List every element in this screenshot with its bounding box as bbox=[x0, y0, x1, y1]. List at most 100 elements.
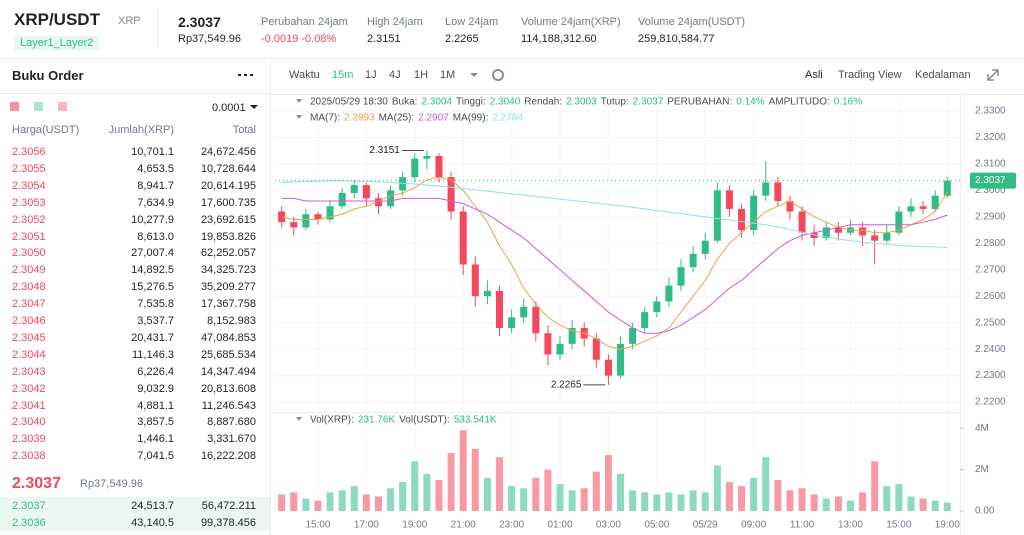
ask-cell: 1,446.1 bbox=[137, 433, 174, 446]
x-tick-label: 01:00 bbox=[547, 520, 572, 531]
toolbar-border bbox=[271, 94, 1024, 95]
volume-bar bbox=[483, 477, 491, 511]
view-tab[interactable]: Asli bbox=[805, 69, 823, 81]
legend-text: 2.3003 bbox=[566, 97, 597, 108]
volume-bar bbox=[810, 494, 818, 511]
ask-cell: 10,277.9 bbox=[131, 213, 174, 226]
ask-cell: 11,246.543 bbox=[201, 399, 256, 412]
bid-cell: 99,378.456 bbox=[200, 517, 256, 529]
precision[interactable]: 0.0001 bbox=[212, 102, 246, 114]
candle-body bbox=[508, 317, 516, 328]
x-tick-label: 17:00 bbox=[354, 520, 379, 531]
volume-bar bbox=[653, 494, 661, 511]
interval[interactable]: 1J bbox=[365, 69, 377, 81]
ask-cell: 2.3045 bbox=[12, 331, 46, 344]
view-tab[interactable]: Kedalaman bbox=[915, 69, 971, 81]
candle-body bbox=[302, 214, 310, 228]
volume-bar bbox=[278, 494, 286, 511]
precision-dropdown[interactable] bbox=[250, 105, 258, 109]
ask-cell: 7,634.9 bbox=[137, 196, 174, 209]
candle-body bbox=[447, 177, 455, 212]
x-tick-label: 19:00 bbox=[935, 520, 960, 531]
interval[interactable]: 15m bbox=[332, 69, 354, 81]
stat-label: Volume 24jam(USDT) bbox=[638, 16, 745, 28]
candle-body bbox=[374, 198, 382, 207]
x-tick-label: 19:00 bbox=[402, 520, 427, 531]
y-tick-label: 2.3000 bbox=[975, 185, 1006, 196]
candle-body bbox=[532, 306, 540, 334]
ask-cell: 2.3046 bbox=[12, 315, 46, 327]
interval[interactable]: 1M bbox=[440, 69, 456, 81]
collapse-icons[interactable] bbox=[296, 99, 302, 421]
y-tick-label: 2.2700 bbox=[975, 264, 1006, 275]
volume-bar bbox=[798, 488, 806, 511]
volume-bar bbox=[302, 498, 310, 511]
ask-cell: 9,032.9 bbox=[137, 382, 174, 395]
legend-text: MA(25): bbox=[379, 113, 415, 124]
x-tick-label: 21:00 bbox=[451, 520, 476, 531]
layout-icon[interactable] bbox=[10, 102, 19, 111]
settings-icon[interactable] bbox=[492, 69, 504, 81]
ask-cell: 3,537.7 bbox=[137, 315, 174, 327]
ask-cell: 10,728.644 bbox=[200, 162, 256, 175]
stat-value: 114,188,312.60 bbox=[521, 33, 597, 45]
volume-bar bbox=[496, 457, 504, 511]
ask-cell: 2.3038 bbox=[12, 450, 46, 463]
volume-bar bbox=[641, 492, 649, 511]
candle-body bbox=[459, 211, 467, 265]
y-tick-label: 2.3300 bbox=[975, 106, 1006, 117]
volume-bar bbox=[822, 498, 830, 511]
layout-icon[interactable] bbox=[58, 102, 67, 111]
volume-bar bbox=[314, 500, 322, 511]
stat-label: High 24jam bbox=[367, 16, 423, 28]
interval[interactable]: 1H bbox=[414, 69, 429, 81]
stat-value: 259,810,584.77 bbox=[638, 33, 715, 45]
ask-cell: 7,535.8 bbox=[137, 298, 174, 311]
interval[interactable]: 4J bbox=[389, 69, 401, 81]
last-price-idr: Rp37,549.96 bbox=[178, 33, 241, 45]
legend-text: PERUBAHAN: bbox=[667, 97, 732, 108]
ask-cell: 8,941.7 bbox=[137, 179, 174, 192]
volume-bar bbox=[374, 496, 382, 511]
volume-bar bbox=[943, 502, 951, 511]
volume-bar bbox=[931, 500, 939, 511]
candle-body bbox=[798, 211, 806, 233]
ask-cell: 20,614.195 bbox=[200, 179, 256, 192]
volume-bar bbox=[725, 482, 733, 511]
volume-bar bbox=[701, 492, 709, 511]
candle-body bbox=[919, 206, 927, 209]
volume-bar bbox=[580, 488, 588, 511]
fullscreen-icon[interactable] bbox=[987, 69, 999, 81]
legend-text: 2.3004 bbox=[421, 97, 452, 108]
ask-cell: 34,325.723 bbox=[200, 264, 256, 277]
legend-text: 2.3037 bbox=[633, 97, 664, 108]
bid-row-bg bbox=[0, 514, 270, 531]
ask-cell: 2.3050 bbox=[12, 247, 46, 260]
volume-bar bbox=[544, 469, 552, 511]
layout-icon[interactable] bbox=[34, 102, 43, 111]
legend-text: Vol(XRP): bbox=[310, 415, 354, 426]
x-tick-label: 11:00 bbox=[790, 520, 815, 531]
candle-body bbox=[834, 227, 842, 233]
candle-body bbox=[471, 264, 479, 297]
ask-cell: 6,226.4 bbox=[137, 365, 174, 378]
bid-cell: 24,513.7 bbox=[131, 500, 174, 512]
legend-text: Tinggi: bbox=[456, 97, 486, 108]
view-tab[interactable]: Trading View bbox=[838, 69, 902, 81]
dropdown-icon[interactable] bbox=[470, 73, 478, 77]
candle-body bbox=[786, 200, 794, 212]
candle-body bbox=[435, 156, 443, 178]
candle-body bbox=[762, 182, 770, 196]
ask-cell: 3,331.670 bbox=[207, 433, 256, 446]
header-divider bbox=[157, 8, 158, 48]
candle-body bbox=[568, 327, 576, 344]
volume-bar bbox=[834, 496, 842, 511]
bid-cell: 56,472.211 bbox=[201, 500, 256, 512]
volume-bar bbox=[556, 484, 564, 511]
tag[interactable]: Layer1_Layer2 bbox=[14, 36, 100, 50]
stat-value: 2.2265 bbox=[445, 33, 479, 45]
volume-bar bbox=[689, 490, 697, 511]
bid-row-bg bbox=[0, 497, 270, 514]
